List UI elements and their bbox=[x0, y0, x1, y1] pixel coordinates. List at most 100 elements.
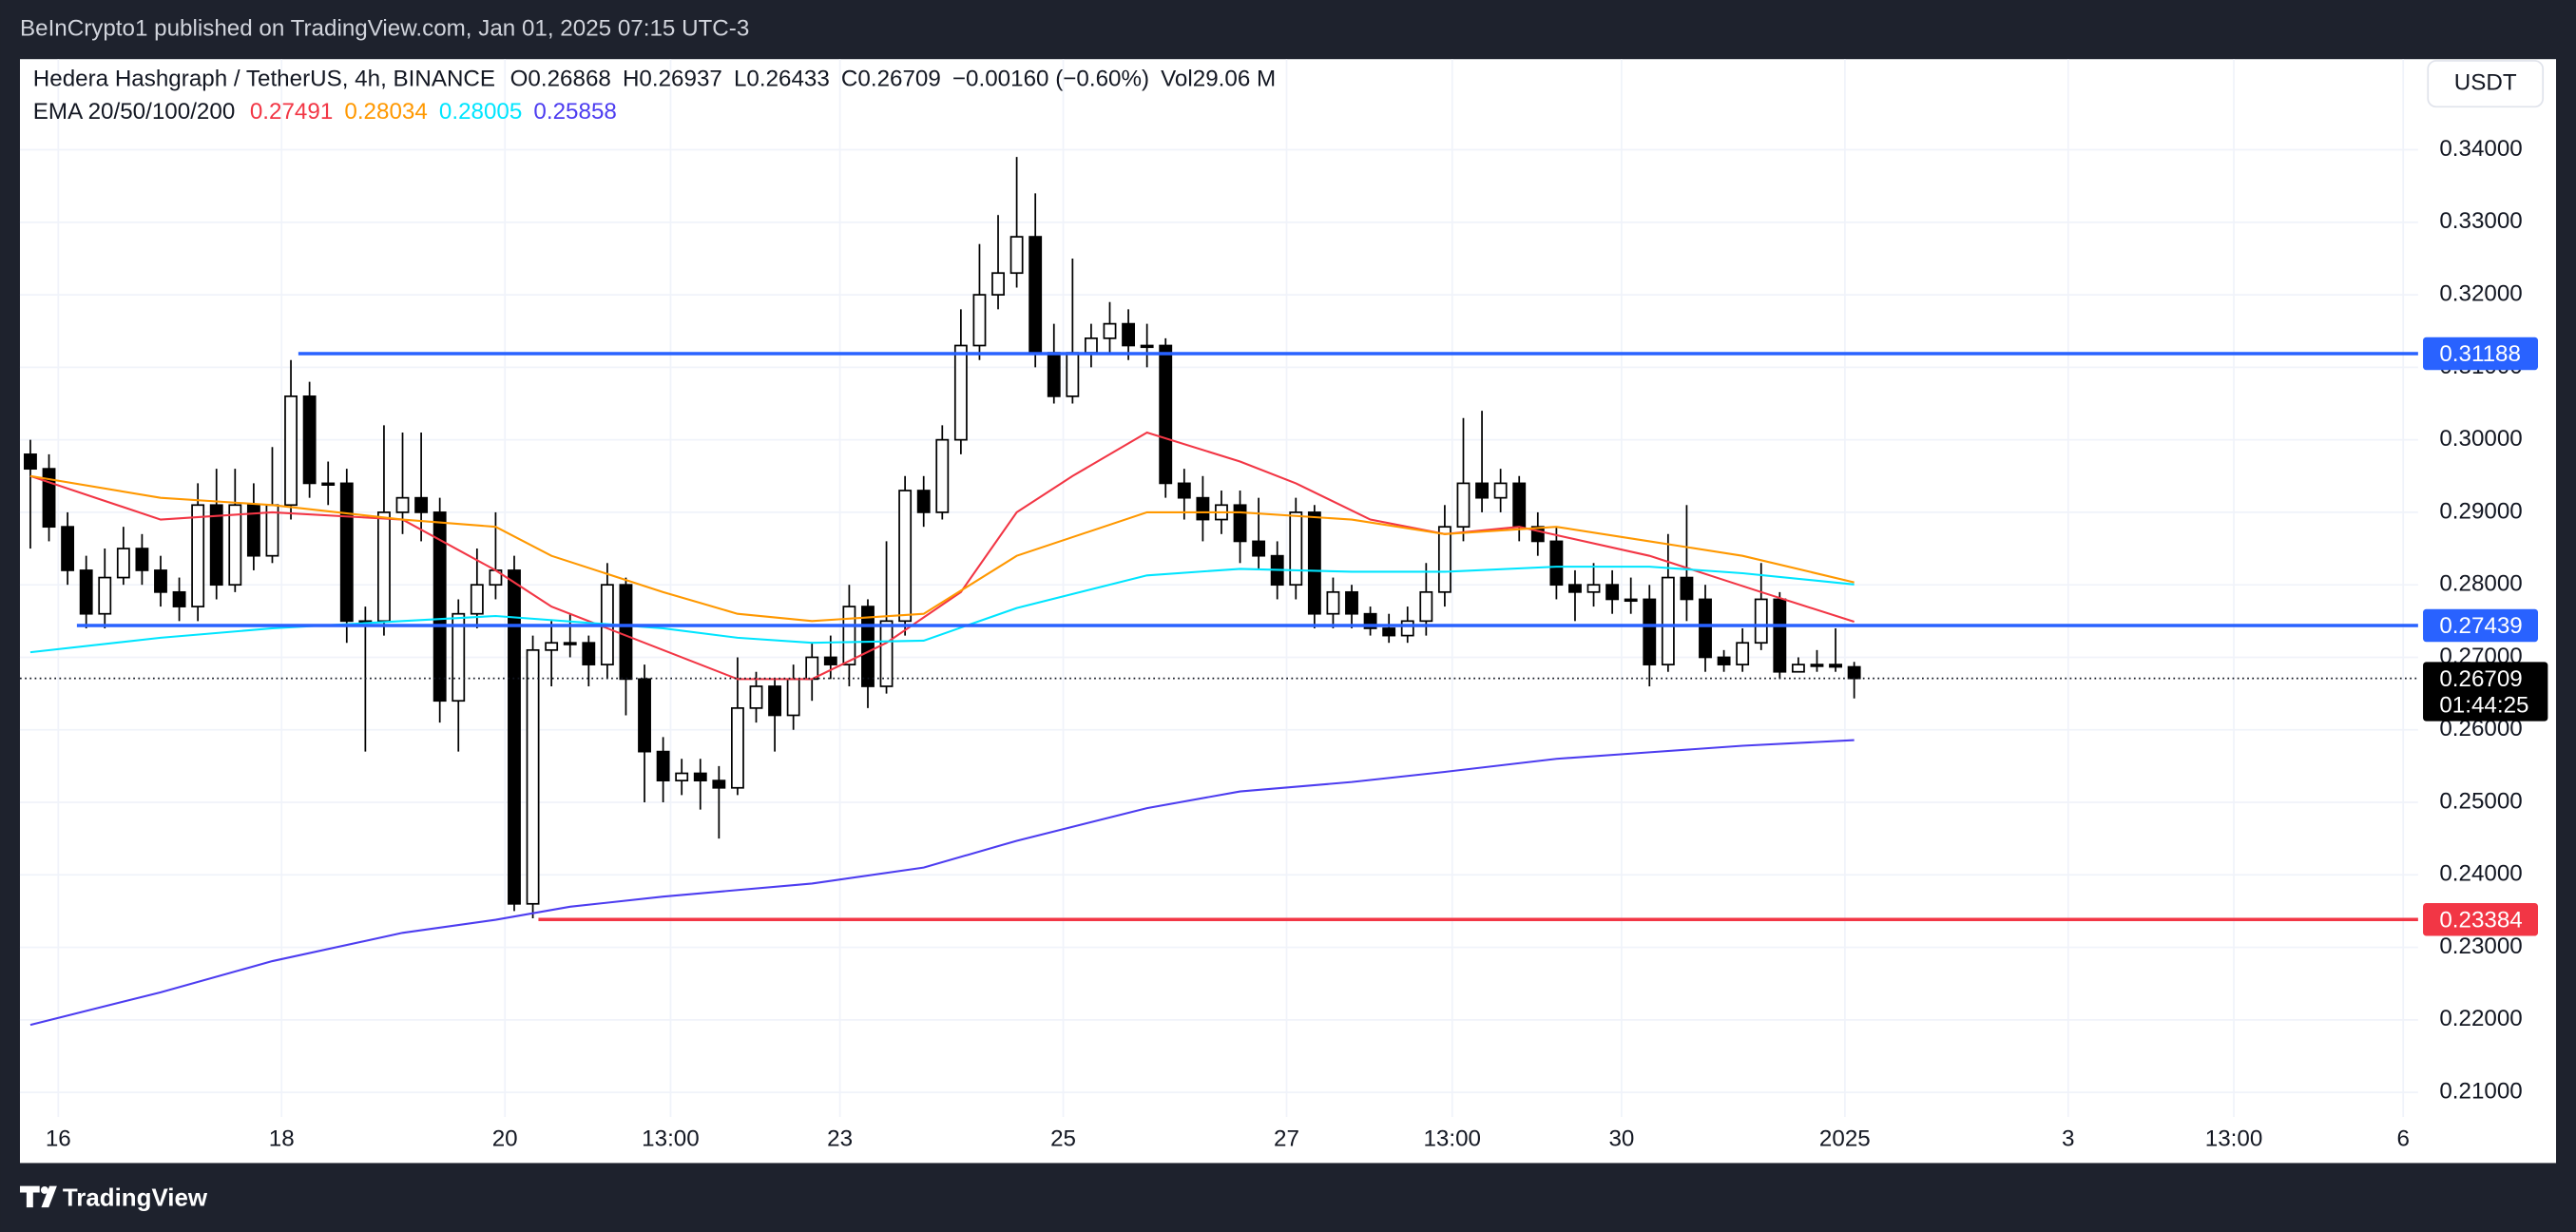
volume: 29.06 M bbox=[1193, 67, 1276, 92]
currency[interactable]: USDT bbox=[2454, 70, 2517, 96]
candle-body bbox=[98, 576, 112, 615]
candle-body bbox=[1047, 352, 1061, 397]
legend-line: Hedera Hashgraph / TetherUS, 4h, BINANCE… bbox=[33, 67, 1276, 92]
indicator-line: EMA 20/50/100/200 0.27491 0.28034 0.28005 0.… bbox=[33, 100, 617, 125]
y-tick-label: 0.32000 bbox=[2439, 280, 2522, 306]
candle-body bbox=[1345, 590, 1358, 615]
candle-body bbox=[1586, 584, 1601, 593]
candle-body bbox=[1233, 504, 1247, 543]
candle-body bbox=[154, 569, 167, 593]
ohlc-value: 0.26433 bbox=[746, 67, 829, 92]
candle-body bbox=[675, 772, 689, 781]
candle-body bbox=[414, 496, 429, 513]
candle-body bbox=[1549, 540, 1564, 587]
candle-body bbox=[1009, 236, 1024, 275]
candle-body bbox=[508, 569, 521, 905]
candle-body bbox=[1326, 590, 1340, 615]
ema-value: 0.28005 bbox=[439, 100, 522, 125]
candle-body bbox=[1512, 482, 1527, 529]
candle-body bbox=[545, 642, 559, 651]
ema-line bbox=[29, 431, 1855, 681]
candle-body bbox=[805, 656, 819, 681]
candle-body bbox=[1773, 598, 1787, 673]
level-label-box bbox=[2423, 337, 2539, 371]
candle-body bbox=[693, 772, 707, 781]
y-tick-label: 0.22000 bbox=[2439, 1006, 2522, 1031]
candle-body bbox=[1810, 664, 1824, 667]
level-label: 0.27439 bbox=[2439, 613, 2522, 639]
x-tick-label: 2025 bbox=[1819, 1126, 1871, 1152]
candle-body bbox=[1754, 598, 1768, 645]
change: −0.00160 (−0.60%) bbox=[952, 67, 1149, 92]
x-tick-label: 18 bbox=[269, 1126, 295, 1152]
y-tick-label: 0.21000 bbox=[2439, 1078, 2522, 1104]
published-note: BeInCrypto1 published on TradingView.com… bbox=[20, 15, 749, 41]
brand-logo bbox=[19, 1185, 57, 1208]
candle-body bbox=[879, 620, 894, 687]
candle-body bbox=[1177, 482, 1191, 499]
y-tick-label: 0.24000 bbox=[2439, 861, 2522, 887]
y-tick-label: 0.29000 bbox=[2439, 498, 2522, 524]
candle-body bbox=[1307, 511, 1321, 615]
currency-button[interactable] bbox=[2427, 60, 2545, 108]
x-tick-label: 13:00 bbox=[1423, 1126, 1481, 1152]
candle-body bbox=[1289, 511, 1303, 587]
candle-body bbox=[1400, 620, 1414, 637]
logo-part bbox=[40, 1185, 48, 1194]
candle-body bbox=[991, 272, 1005, 296]
level-label: 0.23384 bbox=[2439, 907, 2522, 933]
level-label: 0.31188 bbox=[2439, 341, 2521, 367]
chart-panel bbox=[19, 59, 2557, 1164]
ohlc-key: O bbox=[510, 67, 529, 92]
candle-body bbox=[1624, 598, 1638, 603]
last-price-label: 0.26709 bbox=[2439, 666, 2522, 692]
candle-body bbox=[1791, 664, 1805, 673]
x-tick-label: 16 bbox=[46, 1126, 71, 1152]
candle-body bbox=[1699, 598, 1712, 659]
x-tick-label: 30 bbox=[1608, 1126, 1634, 1152]
ohlc-key: H bbox=[623, 67, 639, 92]
candle-body bbox=[842, 606, 856, 665]
candle-body bbox=[339, 482, 354, 623]
symbol: Hedera Hashgraph / TetherUS, 4h, BINANCE bbox=[33, 67, 495, 92]
candle-body bbox=[1252, 540, 1266, 557]
candle-body bbox=[638, 678, 651, 753]
ohlc-value: 0.26937 bbox=[639, 67, 721, 92]
candle-body bbox=[246, 504, 260, 557]
candle-body bbox=[526, 648, 540, 905]
candle-body bbox=[1103, 322, 1117, 339]
candle-body bbox=[582, 642, 596, 665]
candle-body bbox=[786, 678, 800, 717]
ema-line bbox=[29, 474, 1855, 623]
brand: TradingView bbox=[63, 1184, 208, 1211]
candle-body bbox=[1847, 665, 1861, 680]
candle-body bbox=[1382, 627, 1396, 637]
ema-value: 0.25858 bbox=[533, 100, 616, 125]
level-label-box bbox=[2423, 902, 2539, 936]
candle-body bbox=[749, 685, 763, 709]
y-tick-label: 0.33000 bbox=[2439, 208, 2522, 234]
price-axis: 0.210000.220000.230000.240000.250000.260… bbox=[46, 136, 2548, 1152]
candle-body bbox=[1419, 590, 1433, 623]
candle-body bbox=[1568, 584, 1582, 593]
candle-body bbox=[1493, 482, 1508, 499]
candle-body bbox=[61, 526, 75, 571]
candle-body bbox=[1680, 576, 1694, 601]
candle-body bbox=[172, 590, 186, 607]
candle-body bbox=[1437, 526, 1451, 593]
logo-part bbox=[19, 1185, 40, 1208]
candle-body bbox=[1084, 337, 1098, 354]
ohlc-key: L bbox=[734, 67, 746, 92]
ohlc-value: 0.26709 bbox=[857, 67, 940, 92]
candle-body bbox=[135, 548, 149, 571]
y-tick-label: 0.25000 bbox=[2439, 788, 2522, 814]
candle-body bbox=[1829, 664, 1842, 668]
candle-body bbox=[1643, 598, 1657, 665]
y-tick-label: 0.28000 bbox=[2439, 571, 2522, 597]
ema-value: 0.27491 bbox=[250, 100, 333, 125]
candle-body bbox=[79, 569, 93, 615]
indicator: EMA 20/50/100/200 bbox=[33, 100, 235, 125]
ohlc-key: C bbox=[841, 67, 857, 92]
